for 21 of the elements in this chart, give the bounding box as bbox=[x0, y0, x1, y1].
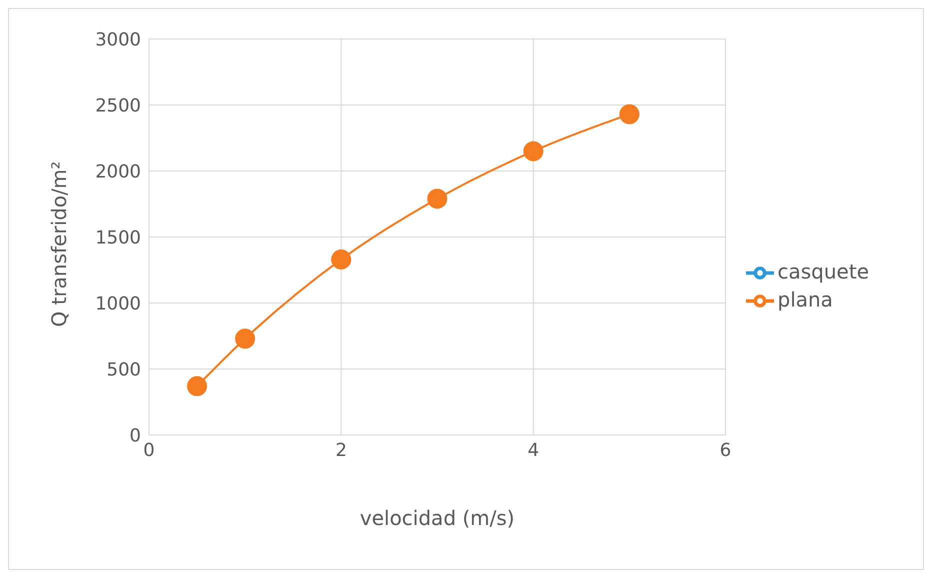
y-tick-label: 2000 bbox=[95, 161, 141, 182]
x-tick-label: 6 bbox=[720, 440, 732, 461]
x-tick-label: 2 bbox=[335, 440, 347, 461]
x-axis-title: velocidad (m/s) bbox=[360, 506, 515, 530]
y-tick-label: 1000 bbox=[95, 293, 141, 314]
point bbox=[187, 376, 208, 396]
point bbox=[235, 328, 256, 349]
legend-label: casquete bbox=[778, 259, 869, 284]
y-tick-label: 1500 bbox=[95, 227, 141, 248]
y-tick-label: 3000 bbox=[95, 29, 141, 50]
point bbox=[427, 188, 448, 209]
y-tick-label: 0 bbox=[130, 425, 141, 446]
point bbox=[523, 141, 544, 162]
point bbox=[331, 249, 352, 270]
y-axis-title: Q transferido/m² bbox=[47, 161, 72, 327]
x-tick-label: 4 bbox=[528, 440, 540, 461]
y-tick-label: 500 bbox=[106, 359, 141, 380]
legend-label: plana bbox=[778, 287, 833, 312]
x-tick-label: 0 bbox=[143, 440, 155, 461]
y-tick-label: 2500 bbox=[95, 95, 141, 116]
point bbox=[619, 104, 640, 124]
